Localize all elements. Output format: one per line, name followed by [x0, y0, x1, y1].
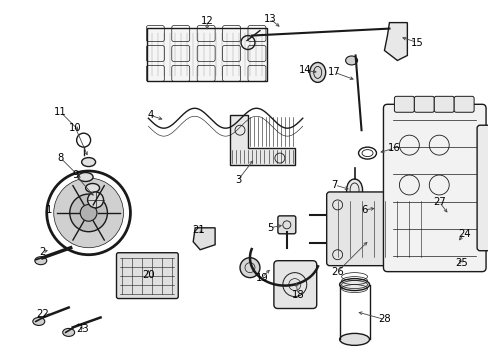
Polygon shape: [384, 23, 407, 60]
Text: 26: 26: [330, 267, 344, 276]
Text: 14: 14: [298, 66, 310, 76]
Circle shape: [80, 204, 97, 221]
Text: 5: 5: [266, 223, 272, 233]
Text: 6: 6: [361, 205, 367, 215]
Text: 18: 18: [291, 289, 304, 300]
Ellipse shape: [81, 158, 95, 167]
Text: 4: 4: [147, 110, 153, 120]
Circle shape: [87, 192, 103, 208]
Ellipse shape: [62, 328, 75, 336]
Ellipse shape: [35, 257, 47, 265]
Text: 16: 16: [387, 143, 400, 153]
Text: 7: 7: [331, 180, 337, 190]
Text: 15: 15: [410, 37, 423, 48]
Text: 10: 10: [69, 123, 82, 133]
FancyBboxPatch shape: [116, 253, 178, 298]
Text: 2: 2: [40, 247, 46, 257]
Text: 3: 3: [234, 175, 241, 185]
Text: 21: 21: [191, 225, 204, 235]
Circle shape: [240, 258, 260, 278]
Ellipse shape: [339, 279, 369, 291]
Ellipse shape: [370, 198, 384, 218]
Polygon shape: [193, 228, 215, 250]
Ellipse shape: [309, 62, 325, 82]
Text: 23: 23: [76, 324, 89, 334]
FancyBboxPatch shape: [383, 104, 485, 272]
Text: 8: 8: [58, 153, 64, 163]
Polygon shape: [229, 115, 294, 165]
FancyBboxPatch shape: [433, 96, 453, 112]
FancyBboxPatch shape: [273, 261, 316, 309]
Text: 24: 24: [457, 229, 469, 239]
Text: 11: 11: [54, 107, 67, 117]
Circle shape: [54, 178, 123, 248]
Text: 12: 12: [201, 15, 213, 26]
Text: 19: 19: [255, 273, 268, 283]
Text: 20: 20: [142, 270, 154, 280]
FancyBboxPatch shape: [326, 192, 431, 266]
Text: 1: 1: [45, 205, 52, 215]
Text: 9: 9: [72, 170, 79, 180]
FancyBboxPatch shape: [413, 96, 433, 112]
Ellipse shape: [33, 318, 45, 325]
Ellipse shape: [78, 172, 93, 181]
FancyBboxPatch shape: [277, 216, 295, 234]
FancyBboxPatch shape: [147, 28, 266, 81]
Ellipse shape: [346, 179, 362, 201]
Text: 13: 13: [263, 14, 276, 24]
FancyBboxPatch shape: [476, 125, 488, 251]
Text: 27: 27: [432, 197, 445, 207]
Text: 17: 17: [327, 67, 340, 77]
Text: 25: 25: [454, 258, 467, 268]
Ellipse shape: [85, 184, 100, 193]
Text: 28: 28: [377, 314, 390, 324]
Text: 22: 22: [36, 310, 49, 319]
Ellipse shape: [339, 333, 369, 345]
FancyBboxPatch shape: [394, 96, 413, 112]
Ellipse shape: [345, 56, 357, 65]
Circle shape: [70, 194, 107, 232]
FancyBboxPatch shape: [453, 96, 473, 112]
